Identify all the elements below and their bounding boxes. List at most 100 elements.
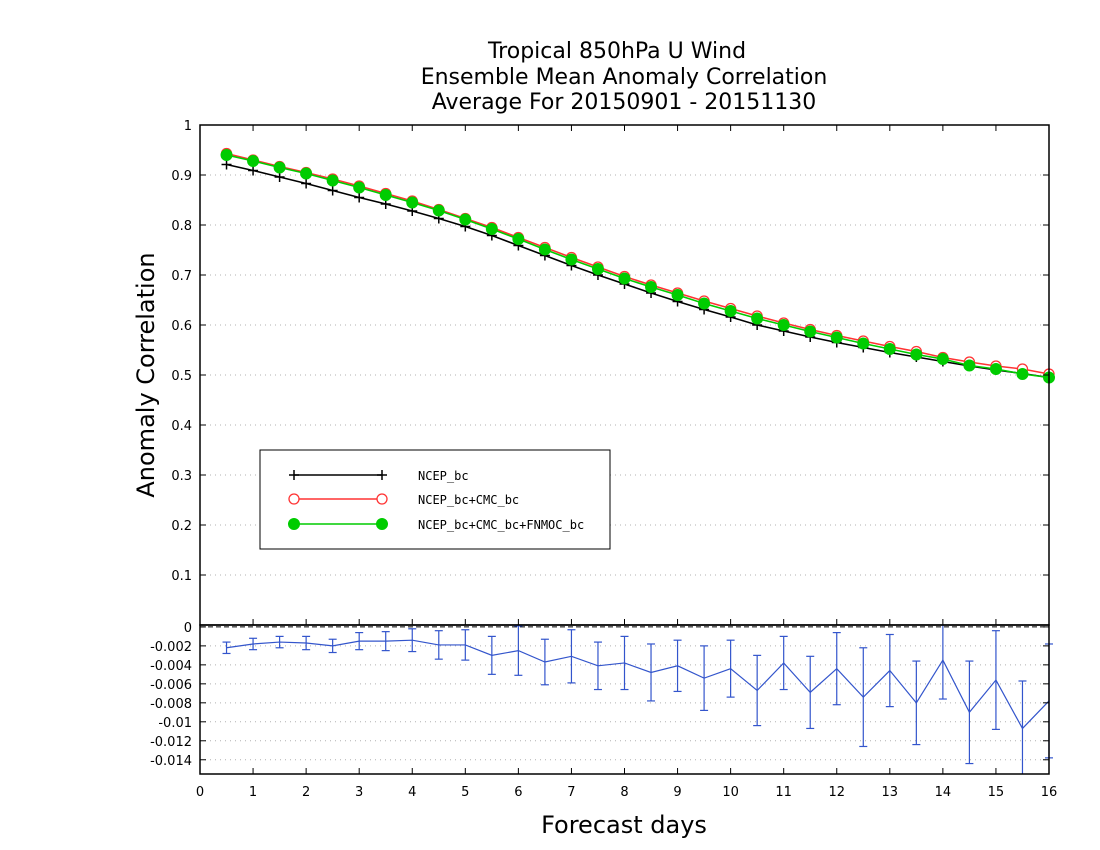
difference-panel-gridlines — [200, 626, 1049, 761]
diff-y-tick-label: -0.002 — [150, 640, 192, 655]
legend-marker — [288, 493, 300, 505]
data-point — [354, 192, 365, 203]
error-bar — [965, 660, 974, 765]
error-bar — [381, 631, 390, 652]
difference-line — [226, 639, 1050, 730]
error-bar — [700, 645, 709, 712]
legend-label-ncep-bc: NCEP_bc — [418, 469, 469, 483]
main-y-tick-label: 0.3 — [171, 469, 192, 484]
data-point — [936, 353, 949, 365]
data-point — [273, 161, 286, 174]
x-tick-label: 3 — [355, 785, 363, 800]
legend-marker — [376, 493, 388, 505]
error-bar — [222, 641, 231, 655]
data-point — [379, 189, 392, 201]
data-point — [724, 305, 737, 317]
data-point — [645, 281, 658, 293]
x-tick-label: 5 — [461, 785, 469, 800]
data-point — [512, 233, 525, 245]
error-bar — [806, 655, 815, 730]
x-tick-label: 1 — [249, 785, 257, 800]
data-point — [565, 253, 578, 266]
data-point — [857, 337, 870, 350]
legend-entry-1 — [288, 493, 388, 505]
legend-entry-0 — [289, 470, 387, 480]
x-tick-label: 11 — [775, 785, 792, 800]
error-bar — [620, 635, 629, 691]
error-bar — [567, 629, 576, 684]
data-point — [220, 149, 233, 161]
difference-panel-y-ticks: -0.014 -0.012 -0.01 -0.008 -0.006 -0.004 -0.00… — [150, 621, 1049, 769]
error-bar — [912, 660, 921, 746]
data-point — [432, 204, 445, 217]
main-panel-y-ticks: 0.1 0.2 0.3 0.4 0.5 0.6 0.7 0.8 0.9 1 — [171, 119, 1049, 584]
x-axis-label: Forecast days — [541, 811, 707, 839]
main-y-tick-label: 0.7 — [171, 269, 192, 284]
error-bar — [487, 635, 496, 675]
error-bar — [1018, 680, 1027, 774]
x-tick-label: 12 — [828, 785, 845, 800]
x-axis-ticks: 0 1 2 3 4 5 6 7 8 9 10 11 12 13 14 15 16 — [196, 125, 1057, 800]
diff-y-tick-label: 0 — [184, 621, 192, 636]
main-y-tick-label: 0.9 — [171, 169, 192, 184]
legend-marker — [288, 518, 300, 530]
chart-title-line-3: Average For 20150901 - 20151130 — [432, 90, 817, 115]
data-point — [618, 272, 631, 285]
error-bar — [673, 639, 682, 693]
error-bar — [779, 635, 788, 691]
x-tick-label: 7 — [567, 785, 575, 800]
x-tick-label: 16 — [1041, 785, 1058, 800]
error-bar — [540, 638, 549, 686]
error-bar — [753, 654, 762, 727]
x-tick-label: 15 — [988, 785, 1005, 800]
error-bar — [355, 631, 364, 651]
data-point — [671, 289, 684, 301]
data-point — [1016, 368, 1029, 380]
main-y-tick-label: 0.4 — [171, 419, 192, 434]
data-point — [910, 348, 923, 361]
error-bar — [302, 635, 311, 651]
data-point — [591, 263, 604, 275]
error-bar — [434, 630, 443, 660]
data-point — [963, 359, 976, 372]
error-bar — [991, 630, 1000, 730]
x-tick-label: 9 — [673, 785, 681, 800]
error-bar — [726, 639, 735, 698]
data-point — [883, 343, 896, 355]
x-tick-label: 13 — [882, 785, 899, 800]
legend-marker — [377, 470, 387, 480]
y-axis-label: Anomaly Correlation — [132, 252, 160, 497]
chart-title-line-1: Tropical 850hPa U Wind — [487, 39, 746, 64]
error-bar — [461, 629, 470, 661]
data-point — [538, 243, 551, 256]
data-point — [485, 223, 498, 235]
main-y-tick-label: 0.1 — [171, 569, 192, 584]
error-bar — [328, 638, 337, 654]
data-point — [353, 181, 366, 194]
error-bar — [249, 637, 258, 651]
error-bar — [275, 635, 284, 649]
error-bar — [593, 641, 602, 691]
x-tick-label: 14 — [935, 785, 952, 800]
data-point — [221, 159, 232, 170]
legend-label-ncep-cmc: NCEP_bc+CMC_bc — [418, 493, 519, 507]
error-bar — [859, 647, 868, 748]
data-point — [698, 297, 711, 310]
main-y-tick-label: 1 — [184, 119, 192, 134]
main-y-tick-label: 0.6 — [171, 319, 192, 334]
x-tick-label: 2 — [302, 785, 310, 800]
data-point — [326, 174, 339, 187]
main-y-tick-label: 0.5 — [171, 369, 192, 384]
data-point — [459, 213, 472, 226]
x-tick-label: 6 — [514, 785, 522, 800]
data-point — [274, 172, 285, 182]
legend-marker — [376, 518, 388, 530]
error-bar — [938, 625, 947, 700]
data-point — [777, 319, 790, 331]
diff-y-tick-label: -0.006 — [150, 678, 192, 693]
error-bar — [514, 625, 523, 676]
x-tick-label: 10 — [722, 785, 739, 800]
error-bar — [408, 628, 417, 653]
chart-title-line-2: Ensemble Mean Anomaly Correlation — [421, 65, 828, 90]
